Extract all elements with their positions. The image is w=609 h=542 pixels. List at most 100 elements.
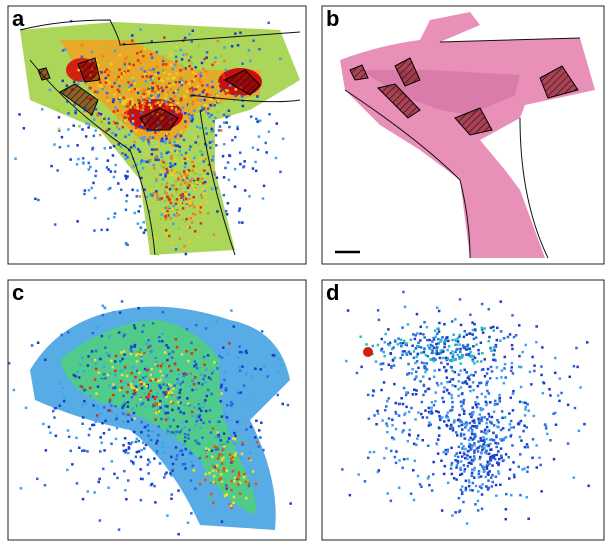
speckle-dot (130, 383, 133, 386)
speckle-dot (163, 36, 166, 39)
speckle-dot (433, 357, 436, 360)
speckle-dot (423, 384, 426, 387)
speckle-dot (478, 473, 481, 476)
speckle-dot (118, 331, 121, 334)
speckle-dot (402, 291, 405, 294)
speckle-dot (417, 475, 420, 478)
speckle-dot (151, 430, 154, 433)
speckle-dot (472, 406, 475, 409)
speckle-dot (110, 404, 113, 407)
speckle-dot (501, 369, 504, 372)
speckle-dot (140, 104, 143, 107)
speckle-dot (172, 205, 175, 208)
speckle-dot (504, 363, 507, 366)
speckle-dot (67, 145, 70, 148)
speckle-dot (182, 106, 185, 109)
speckle-dot (121, 387, 124, 390)
speckle-dot (94, 359, 97, 362)
speckle-dot (166, 369, 169, 372)
speckle-dot (220, 90, 223, 93)
speckle-dot (179, 90, 182, 93)
speckle-dot (199, 77, 202, 80)
speckle-dot (495, 446, 498, 449)
speckle-dot (162, 90, 165, 93)
speckle-dot (386, 400, 389, 403)
speckle-dot (210, 393, 213, 396)
speckle-dot (485, 450, 488, 453)
speckle-dot (496, 454, 499, 457)
speckle-dot (81, 357, 84, 360)
speckle-dot (457, 337, 460, 340)
speckle-dot (279, 171, 282, 174)
speckle-dot (466, 424, 469, 427)
speckle-dot (166, 182, 169, 185)
speckle-dot (166, 172, 169, 175)
speckle-dot (196, 420, 199, 423)
speckle-dot (103, 406, 106, 409)
speckle-dot (241, 221, 244, 224)
speckle-dot (110, 63, 113, 65)
speckle-dot (183, 139, 186, 142)
speckle-dot (467, 465, 470, 468)
speckle-dot (136, 104, 139, 107)
speckle-dot (124, 437, 127, 440)
speckle-dot (136, 84, 139, 87)
speckle-dot (471, 474, 474, 477)
speckle-dot (108, 128, 111, 130)
speckle-dot (489, 458, 492, 461)
speckle-dot (170, 202, 173, 205)
speckle-dot (236, 421, 239, 424)
speckle-dot (234, 477, 237, 480)
speckle-dot (154, 237, 157, 240)
speckle-dot (222, 441, 225, 444)
speckle-dot (190, 479, 193, 482)
speckle-dot (487, 430, 490, 433)
speckle-dot (483, 466, 486, 469)
speckle-dot (160, 418, 163, 421)
speckle-dot (254, 367, 257, 370)
speckle-dot (113, 145, 116, 148)
speckle-dot (211, 140, 214, 143)
speckle-dot (587, 485, 590, 488)
speckle-dot (186, 201, 189, 204)
speckle-dot (183, 374, 186, 377)
speckle-dot (378, 319, 381, 322)
speckle-dot (176, 454, 179, 457)
speckle-dot (184, 162, 187, 165)
speckle-dot (236, 460, 239, 463)
speckle-dot (209, 94, 212, 97)
speckle-dot (161, 442, 164, 445)
speckle-dot (423, 351, 426, 354)
speckle-dot (186, 90, 189, 93)
speckle-dot (175, 248, 178, 251)
speckle-dot (504, 356, 507, 359)
speckle-dot (193, 469, 196, 472)
speckle-dot (455, 466, 458, 469)
speckle-dot (383, 381, 386, 384)
speckle-dot (436, 382, 439, 385)
speckle-dot (147, 463, 150, 466)
speckle-dot (237, 435, 240, 438)
speckle-dot (369, 451, 372, 454)
speckle-dot (438, 369, 441, 372)
speckle-dot (172, 388, 175, 391)
speckle-dot (238, 221, 241, 224)
speckle-dot (96, 405, 99, 408)
speckle-dot (167, 412, 170, 415)
speckle-dot (153, 164, 156, 167)
speckle-dot (426, 368, 429, 371)
speckle-dot (133, 324, 136, 327)
speckle-dot (157, 434, 160, 437)
speckle-dot (459, 467, 462, 470)
speckle-dot (422, 439, 425, 442)
speckle-dot (385, 405, 388, 408)
speckle-dot (191, 221, 194, 224)
speckle-dot (142, 377, 145, 380)
speckle-dot (147, 398, 150, 401)
speckle-dot (131, 114, 134, 117)
speckle-dot (175, 458, 178, 461)
speckle-dot (140, 449, 143, 452)
speckle-dot (88, 168, 91, 171)
speckle-dot (104, 397, 107, 400)
speckle-dot (147, 153, 150, 156)
